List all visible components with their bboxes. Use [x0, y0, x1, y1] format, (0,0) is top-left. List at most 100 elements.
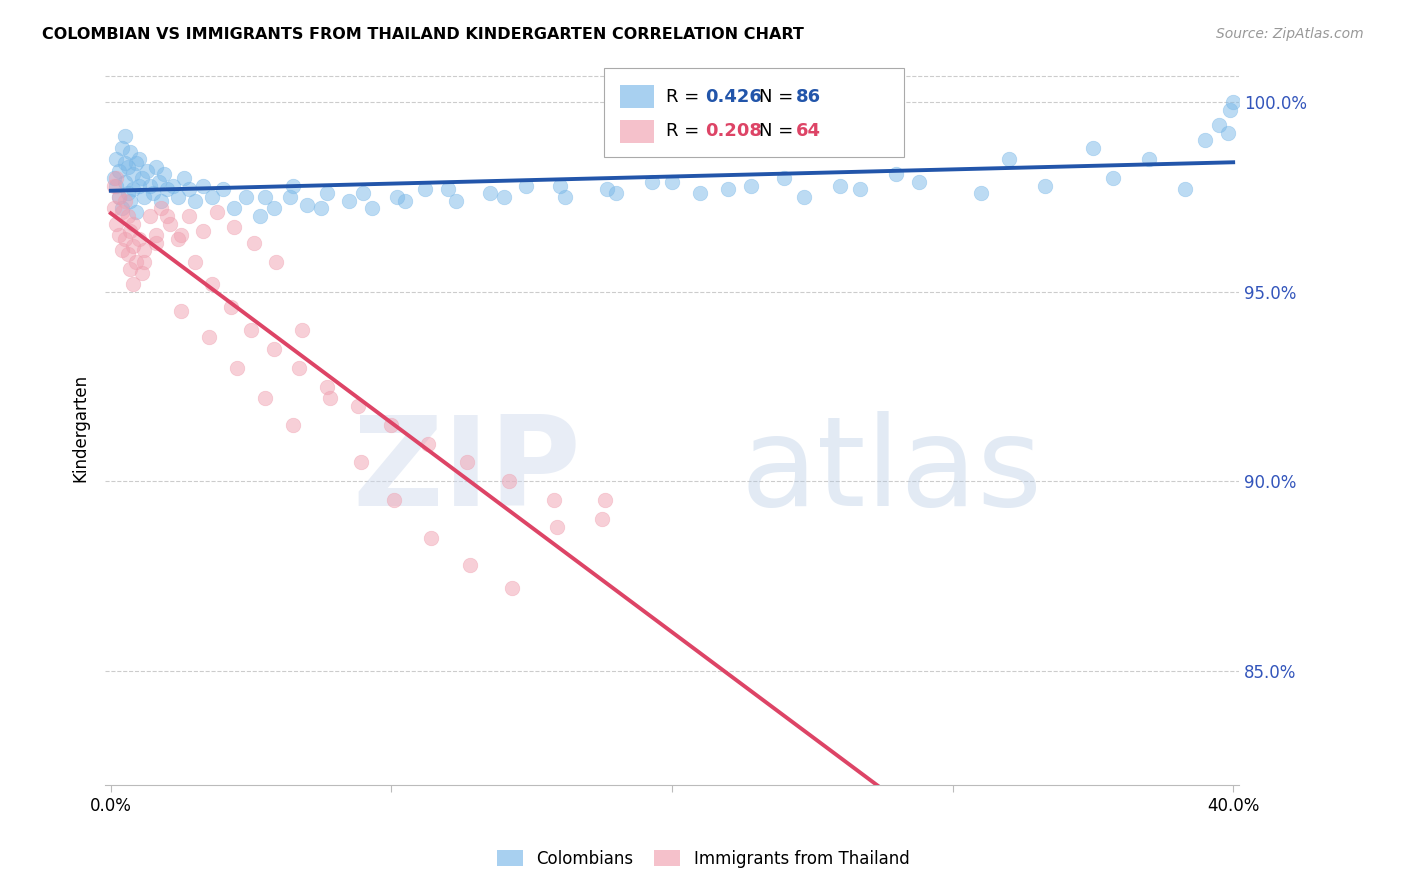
- Point: [773, 171, 796, 186]
- Text: N =: N =: [759, 122, 799, 140]
- Point: [249, 209, 271, 223]
- Point: [105, 178, 128, 193]
- Point: [122, 239, 145, 253]
- Point: [156, 209, 179, 223]
- Point: [201, 190, 224, 204]
- Point: [1081, 141, 1104, 155]
- Point: [145, 160, 167, 174]
- Text: 64: 64: [796, 122, 821, 140]
- Text: R =: R =: [666, 88, 706, 106]
- Point: [108, 163, 131, 178]
- Point: [661, 175, 683, 189]
- Point: [122, 277, 145, 292]
- Point: [156, 182, 179, 196]
- Point: [1208, 118, 1230, 132]
- Point: [591, 512, 613, 526]
- Point: [297, 197, 319, 211]
- FancyBboxPatch shape: [605, 69, 904, 158]
- Point: [125, 254, 148, 268]
- Y-axis label: Kindergarten: Kindergarten: [72, 375, 89, 483]
- Point: [134, 190, 156, 204]
- Point: [145, 235, 167, 250]
- Point: [128, 232, 150, 246]
- Point: [596, 182, 619, 196]
- Point: [212, 182, 235, 196]
- Point: [122, 167, 145, 181]
- Point: [103, 178, 125, 193]
- Text: 0.208: 0.208: [704, 122, 762, 140]
- Point: [280, 190, 302, 204]
- Point: [346, 399, 368, 413]
- Text: atlas: atlas: [740, 410, 1042, 532]
- Text: 86: 86: [796, 88, 821, 106]
- Point: [145, 227, 167, 242]
- Point: [134, 243, 156, 257]
- Point: [288, 360, 311, 375]
- Point: [114, 129, 136, 144]
- Point: [605, 186, 627, 201]
- Point: [263, 202, 285, 216]
- Point: [148, 175, 170, 189]
- Point: [1219, 103, 1241, 117]
- Point: [114, 175, 136, 189]
- Point: [120, 145, 142, 159]
- Point: [1033, 178, 1056, 193]
- Point: [193, 178, 215, 193]
- Point: [224, 220, 246, 235]
- Text: Source: ZipAtlas.com: Source: ZipAtlas.com: [1216, 27, 1364, 41]
- Point: [593, 493, 616, 508]
- Point: [1222, 95, 1244, 110]
- Point: [1174, 182, 1197, 196]
- Point: [224, 202, 246, 216]
- Point: [235, 190, 257, 204]
- Point: [103, 171, 125, 186]
- Point: [122, 217, 145, 231]
- Point: [105, 152, 128, 166]
- Point: [108, 190, 131, 204]
- Point: [120, 262, 142, 277]
- Point: [139, 178, 162, 193]
- Point: [108, 227, 131, 242]
- Point: [125, 205, 148, 219]
- Point: [170, 303, 193, 318]
- Point: [337, 194, 360, 208]
- Point: [117, 247, 139, 261]
- Point: [315, 186, 337, 201]
- Point: [111, 243, 134, 257]
- Point: [419, 531, 441, 545]
- Point: [689, 186, 711, 201]
- Point: [291, 323, 314, 337]
- Point: [263, 342, 285, 356]
- Point: [114, 156, 136, 170]
- Point: [352, 186, 374, 201]
- Point: [318, 391, 340, 405]
- Point: [184, 194, 207, 208]
- Point: [243, 235, 266, 250]
- Point: [283, 178, 305, 193]
- Point: [492, 190, 515, 204]
- Point: [717, 182, 740, 196]
- Point: [150, 202, 173, 216]
- Point: [740, 178, 762, 193]
- Point: [1194, 133, 1216, 147]
- Point: [240, 323, 263, 337]
- Point: [969, 186, 991, 201]
- Point: [416, 436, 439, 450]
- Point: [122, 182, 145, 196]
- Point: [886, 167, 908, 181]
- Point: [830, 178, 852, 193]
- Point: [349, 455, 371, 469]
- Point: [128, 152, 150, 166]
- Point: [543, 493, 565, 508]
- Point: [117, 186, 139, 201]
- Point: [458, 558, 481, 572]
- Point: [150, 194, 173, 208]
- Point: [793, 190, 815, 204]
- Point: [548, 178, 571, 193]
- Point: [103, 202, 125, 216]
- Point: [167, 232, 190, 246]
- Point: [997, 152, 1019, 166]
- Point: [193, 224, 215, 238]
- FancyBboxPatch shape: [620, 120, 654, 143]
- Point: [114, 232, 136, 246]
